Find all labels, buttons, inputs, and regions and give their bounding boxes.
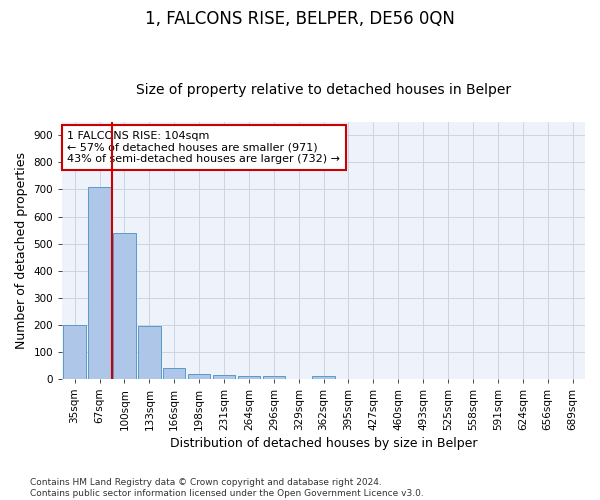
Bar <box>263 376 285 379</box>
Title: Size of property relative to detached houses in Belper: Size of property relative to detached ho… <box>136 83 511 97</box>
X-axis label: Distribution of detached houses by size in Belper: Distribution of detached houses by size … <box>170 437 478 450</box>
Bar <box>113 232 136 379</box>
Bar <box>213 375 235 379</box>
Bar <box>163 368 185 379</box>
Text: 1 FALCONS RISE: 104sqm
← 57% of detached houses are smaller (971)
43% of semi-de: 1 FALCONS RISE: 104sqm ← 57% of detached… <box>67 131 340 164</box>
Bar <box>88 186 111 379</box>
Bar <box>188 374 211 379</box>
Bar <box>138 326 161 379</box>
Text: 1, FALCONS RISE, BELPER, DE56 0QN: 1, FALCONS RISE, BELPER, DE56 0QN <box>145 10 455 28</box>
Y-axis label: Number of detached properties: Number of detached properties <box>15 152 28 349</box>
Bar <box>238 376 260 379</box>
Text: Contains HM Land Registry data © Crown copyright and database right 2024.
Contai: Contains HM Land Registry data © Crown c… <box>30 478 424 498</box>
Bar <box>64 325 86 379</box>
Bar <box>313 376 335 379</box>
